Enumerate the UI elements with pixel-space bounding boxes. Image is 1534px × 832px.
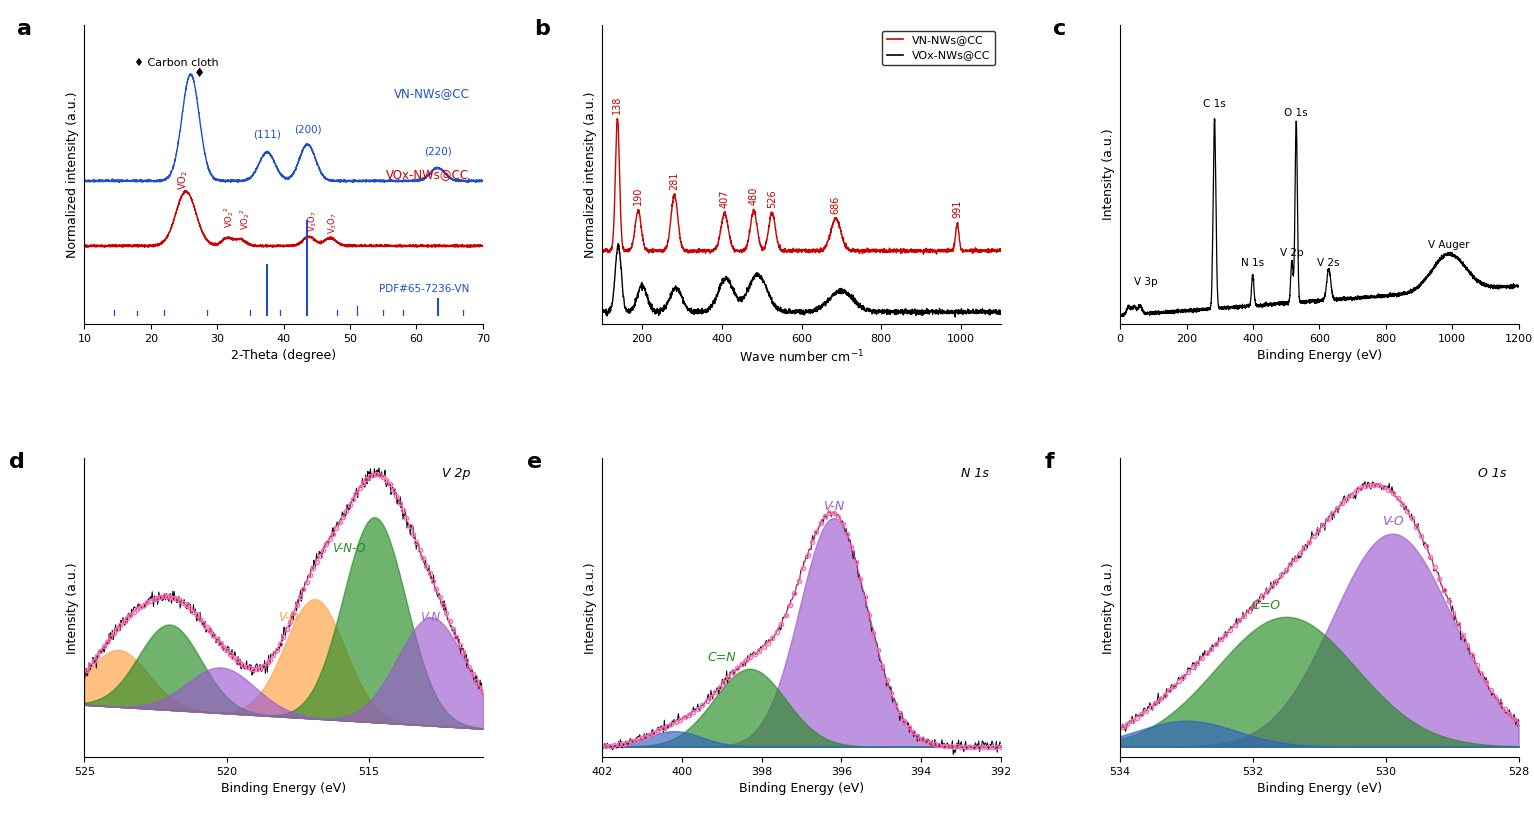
X-axis label: Binding Energy (eV): Binding Energy (eV) <box>739 782 864 795</box>
Text: C=O: C=O <box>1252 598 1281 612</box>
X-axis label: Binding Energy (eV): Binding Energy (eV) <box>1256 782 1382 795</box>
Text: PDF#65-7236-VN: PDF#65-7236-VN <box>379 284 469 294</box>
Text: ♦: ♦ <box>193 67 206 80</box>
Text: 281: 281 <box>669 171 680 191</box>
Text: 991: 991 <box>953 200 962 218</box>
Text: VO$_2$$^2$: VO$_2$$^2$ <box>222 206 236 228</box>
Y-axis label: Normalized intensity (a.u.): Normalized intensity (a.u.) <box>584 92 597 258</box>
Text: V-N-O: V-N-O <box>331 542 365 555</box>
Text: 480: 480 <box>749 186 759 205</box>
Text: VO$_2$: VO$_2$ <box>176 170 190 190</box>
X-axis label: Wave number cm$^{-1}$: Wave number cm$^{-1}$ <box>739 349 864 366</box>
Text: V-N: V-N <box>420 611 440 623</box>
Text: V-N: V-N <box>822 500 844 513</box>
Text: V 3p: V 3p <box>1134 277 1158 287</box>
X-axis label: Binding Energy (eV): Binding Energy (eV) <box>1256 349 1382 362</box>
Text: (220): (220) <box>423 146 451 156</box>
Text: VO$_2$$^2$: VO$_2$$^2$ <box>238 209 252 230</box>
Text: V 2p: V 2p <box>1279 248 1304 258</box>
Text: VN-NWs@CC: VN-NWs@CC <box>394 87 469 101</box>
Y-axis label: Intensity (a.u.): Intensity (a.u.) <box>1101 129 1115 220</box>
Text: O 1s: O 1s <box>1479 468 1506 480</box>
Text: b: b <box>534 19 551 39</box>
Text: V 2s: V 2s <box>1318 258 1341 268</box>
Legend: VN-NWs@CC, VOx-NWs@CC: VN-NWs@CC, VOx-NWs@CC <box>882 31 996 65</box>
Y-axis label: Normalized intensity (a.u.): Normalized intensity (a.u.) <box>66 92 78 258</box>
Text: N 1s: N 1s <box>960 468 989 480</box>
Text: C=N: C=N <box>707 651 736 664</box>
Text: V-O: V-O <box>278 611 299 623</box>
X-axis label: Binding Energy (eV): Binding Energy (eV) <box>221 782 347 795</box>
Text: (200): (200) <box>293 124 321 134</box>
Text: O 1s: O 1s <box>1284 107 1309 117</box>
Text: 686: 686 <box>831 196 841 214</box>
Text: d: d <box>9 453 25 473</box>
Text: V-O: V-O <box>1382 516 1404 528</box>
Y-axis label: Intensity (a.u.): Intensity (a.u.) <box>584 562 597 653</box>
Text: N 1s: N 1s <box>1241 258 1264 268</box>
Text: V Auger: V Auger <box>1428 240 1470 250</box>
Text: 407: 407 <box>719 189 730 207</box>
Text: a: a <box>17 19 32 39</box>
X-axis label: 2-Theta (degree): 2-Theta (degree) <box>232 349 336 362</box>
Text: e: e <box>526 453 542 473</box>
Text: 526: 526 <box>767 190 778 208</box>
Text: 190: 190 <box>634 186 643 205</box>
Text: (111): (111) <box>253 129 281 139</box>
Text: ♦ Carbon cloth: ♦ Carbon cloth <box>133 57 219 67</box>
Y-axis label: Intensity (a.u.): Intensity (a.u.) <box>1101 562 1115 653</box>
Text: 138: 138 <box>612 96 623 114</box>
Text: c: c <box>1052 19 1066 39</box>
Text: C 1s: C 1s <box>1203 100 1226 110</box>
Text: V$_3$O$_7$: V$_3$O$_7$ <box>307 210 319 231</box>
Text: V 2p: V 2p <box>442 468 471 480</box>
Text: f: f <box>1045 453 1054 473</box>
Text: V$_3$O$_7$: V$_3$O$_7$ <box>327 212 339 234</box>
Text: VOx-NWs@CC: VOx-NWs@CC <box>387 168 469 181</box>
Y-axis label: Intensity (a.u.): Intensity (a.u.) <box>66 562 78 653</box>
